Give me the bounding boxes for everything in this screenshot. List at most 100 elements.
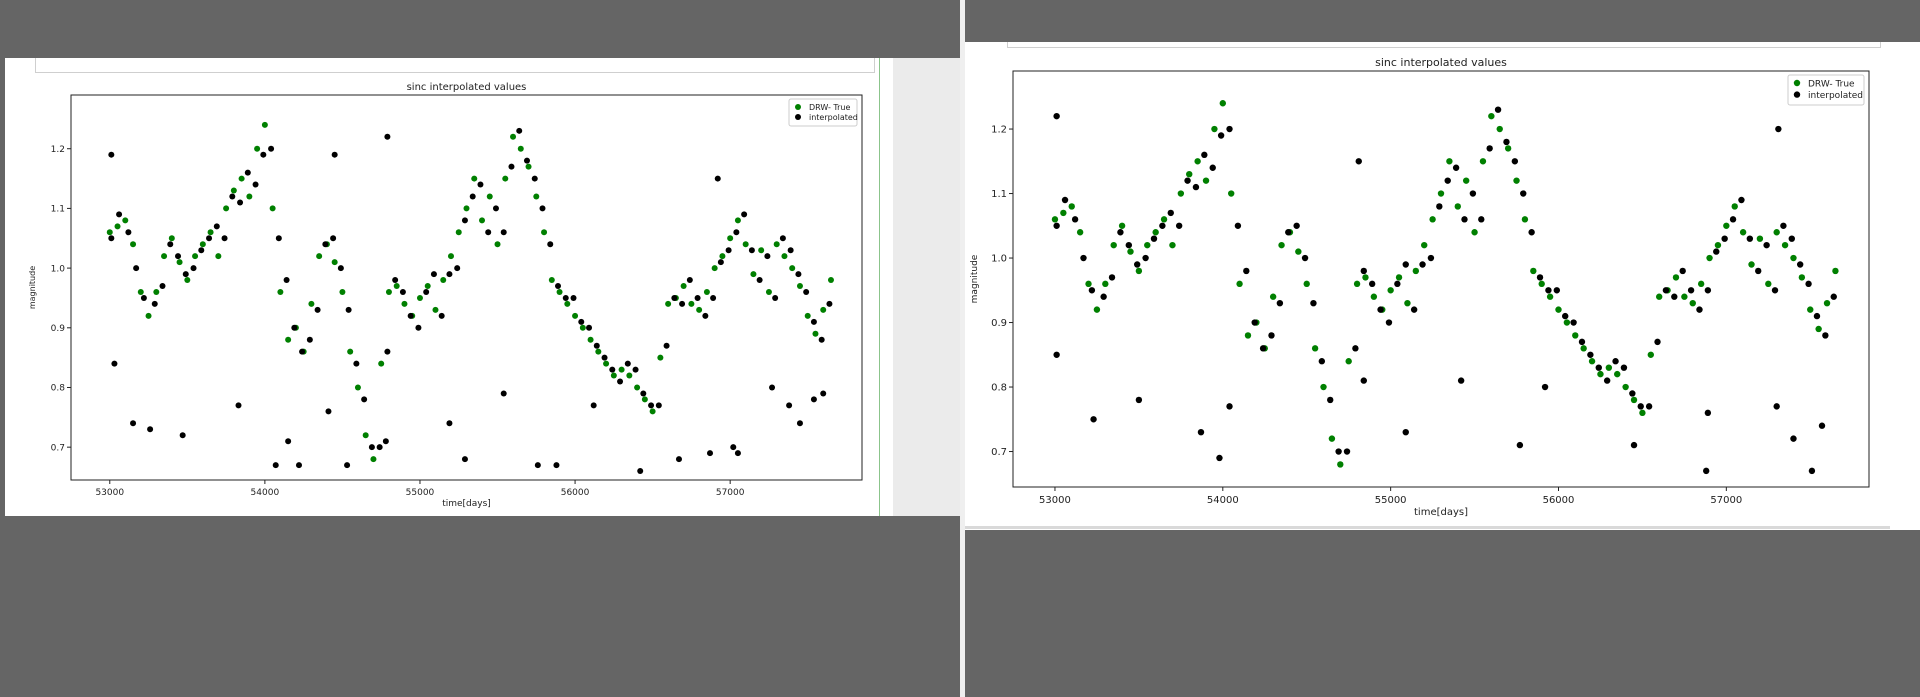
y-tick-label: 1.1: [991, 189, 1007, 200]
data-point: [764, 253, 771, 260]
data-point: [1504, 145, 1512, 152]
y-tick-label: 0.8: [991, 383, 1007, 394]
data-point: [1429, 216, 1436, 223]
data-point: [1637, 403, 1644, 410]
left-side-strip: [893, 58, 960, 516]
x-tick-label: 57000: [716, 488, 745, 498]
data-point: [1697, 280, 1705, 288]
data-point: [562, 294, 569, 301]
data-point: [572, 312, 579, 319]
data-point: [1553, 287, 1561, 294]
data-point: [331, 259, 338, 266]
data-point: [199, 241, 206, 248]
data-point: [192, 253, 199, 260]
data-point: [516, 127, 523, 134]
left-scatter-chart: sinc interpolated values 53000 54000 55000 5…: [28, 82, 863, 509]
data-point: [1813, 312, 1821, 320]
data-point: [1209, 164, 1216, 171]
data-point: [590, 402, 597, 409]
x-tick-label: 55000: [1375, 495, 1407, 506]
data-point: [804, 312, 811, 319]
data-point: [461, 217, 468, 224]
data-point: [108, 235, 115, 242]
data-point: [730, 444, 737, 451]
data-point: [1597, 370, 1604, 378]
data-point: [159, 283, 166, 290]
data-point: [1706, 254, 1713, 262]
data-point: [1681, 293, 1688, 300]
legend-label: DRW- True: [809, 103, 850, 112]
data-point: [1457, 377, 1465, 384]
data-point: [446, 271, 453, 278]
data-point: [345, 306, 352, 313]
data-point: [827, 277, 834, 284]
data-point: [111, 360, 118, 367]
data-point: [314, 306, 321, 313]
data-point: [1671, 293, 1678, 300]
data-point: [734, 217, 741, 224]
data-point: [1605, 364, 1613, 371]
data-point: [1377, 306, 1384, 313]
data-point: [1662, 287, 1670, 294]
data-point: [603, 360, 610, 367]
data-point: [382, 438, 389, 445]
data-point: [1216, 454, 1223, 462]
data-point: [1538, 280, 1545, 288]
data-point: [564, 300, 571, 307]
data-point: [330, 235, 337, 242]
data-point: [1461, 216, 1468, 223]
data-point: [1244, 332, 1252, 339]
data-point: [1152, 229, 1159, 236]
data-point: [1763, 241, 1770, 249]
data-point: [1090, 416, 1097, 423]
data-point: [1798, 274, 1806, 281]
data-point: [555, 283, 562, 290]
data-point: [1570, 319, 1577, 326]
data-point: [463, 205, 470, 212]
x-tick-label: 53000: [95, 488, 124, 498]
data-point: [151, 300, 158, 307]
data-point: [479, 217, 486, 224]
data-point: [1546, 293, 1554, 300]
data-point: [1402, 428, 1409, 436]
right-frame-edge: [1007, 42, 1881, 48]
pane-divider[interactable]: [960, 0, 965, 697]
data-point: [1790, 435, 1797, 442]
data-point: [1421, 241, 1428, 249]
data-point: [438, 312, 445, 319]
data-point: [1118, 222, 1126, 229]
data-point: [533, 193, 540, 200]
data-point: [719, 253, 726, 260]
data-point: [786, 402, 793, 409]
data-point: [161, 253, 168, 260]
data-point: [415, 324, 422, 331]
data-point: [485, 229, 492, 236]
data-point: [1301, 254, 1309, 262]
data-point: [331, 151, 338, 158]
data-point: [1427, 254, 1435, 262]
data-point: [368, 444, 375, 451]
data-point: [1595, 364, 1602, 371]
data-point: [1226, 125, 1233, 133]
data-point: [733, 229, 740, 236]
data-point: [1186, 170, 1193, 178]
data-point: [133, 265, 140, 272]
data-point: [1368, 280, 1376, 288]
data-point: [500, 390, 507, 397]
data-point: [649, 408, 656, 415]
data-point: [1612, 358, 1619, 365]
data-point: [1243, 267, 1250, 275]
data-point: [1614, 370, 1621, 378]
data-point: [525, 163, 532, 170]
data-point: [1639, 409, 1646, 417]
data-point: [308, 300, 315, 307]
data-point: [640, 390, 647, 397]
data-point: [781, 253, 788, 260]
data-point: [1227, 190, 1235, 197]
data-point: [175, 253, 182, 260]
data-point: [1100, 293, 1107, 300]
data-point: [717, 259, 724, 266]
data-point: [1142, 254, 1149, 262]
data-point: [1327, 396, 1334, 404]
data-point: [1295, 248, 1302, 255]
